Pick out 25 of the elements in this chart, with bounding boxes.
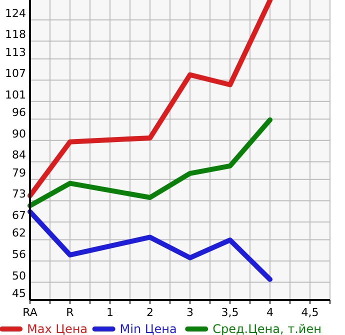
- y-tick-label: 79: [12, 166, 26, 180]
- x-tick-label: 3,5: [221, 306, 239, 319]
- x-tick-label: 4: [266, 306, 274, 319]
- x-tick-label: 1: [106, 306, 114, 319]
- y-tick-label: 101: [5, 88, 26, 102]
- y-tick-label: 90: [12, 127, 26, 140]
- y-tick-label: 67: [12, 208, 26, 222]
- x-tick-label: 4,5: [301, 306, 319, 319]
- y-tick-label: 45: [12, 287, 26, 300]
- x-tick-label: RA: [22, 306, 38, 319]
- y-tick-label: 84: [12, 148, 26, 162]
- x-tick-label: 2: [146, 306, 154, 319]
- y-tick-label: 62: [12, 226, 26, 240]
- y-tick-label: 118: [5, 28, 26, 42]
- y-tick-label: 73: [12, 188, 26, 201]
- y-tick-label: 50: [12, 269, 26, 282]
- y-tick-label: 96: [12, 106, 26, 120]
- y-tick-label: 56: [12, 248, 26, 261]
- x-tick-label: R: [66, 306, 74, 319]
- y-tick-label: 107: [5, 67, 26, 80]
- y-tick-label: 113: [5, 46, 26, 59]
- legend-label: Min Цена: [120, 322, 177, 335]
- y-tick-label: 124: [5, 6, 26, 20]
- legend-label: Max Цена: [27, 322, 88, 335]
- x-tick-label: 3: [186, 306, 194, 319]
